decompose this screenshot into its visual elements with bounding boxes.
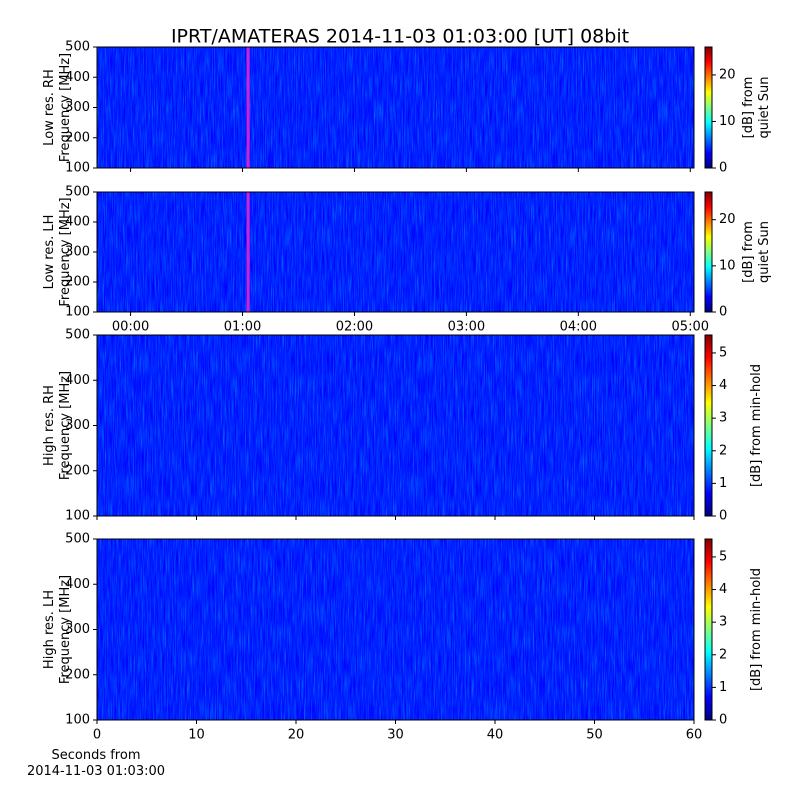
x-axis-label: Seconds from 2014-11-03 01:03:00: [27, 748, 165, 779]
y-axis-label: High res. LHFrequency [MHz]: [42, 575, 73, 684]
y-tick-label: 400: [65, 577, 90, 592]
colorbar: [704, 538, 713, 721]
y-tick-label: 400: [65, 215, 90, 230]
y-axis-label-line: Frequency [MHz]: [58, 53, 73, 162]
plot-texture: [97, 47, 694, 168]
y-axis-label: Low res. LHFrequency [MHz]: [42, 197, 73, 306]
x-tick-label: 03:00: [448, 320, 485, 335]
chart-title: IPRT/AMATERAS 2014-11-03 01:03:00 [UT] 0…: [171, 26, 629, 48]
colorbar-tick-label: 2: [719, 443, 727, 458]
y-axis-label-line: Frequency [MHz]: [58, 197, 73, 306]
colorbar: [704, 191, 713, 313]
colorbar-tick-label: 3: [719, 615, 727, 630]
x-tick-label: 00:00: [112, 320, 149, 335]
y-axis-label-line: Frequency [MHz]: [58, 371, 73, 480]
colorbar-tick-label: 5: [719, 345, 727, 360]
y-tick-label: 300: [65, 245, 90, 260]
colorbar-tick-label: 2: [719, 647, 727, 662]
plot-texture: [97, 335, 694, 516]
colorbar-tick-label: 1: [719, 680, 727, 695]
colorbar-tick-label: 20: [719, 212, 736, 227]
y-axis-label: High res. RHFrequency [MHz]: [42, 371, 73, 480]
y-axis-label-line: Low res. LH: [42, 215, 57, 290]
colorbar-tick-label: 0: [719, 713, 727, 728]
y-tick-label: 400: [65, 70, 90, 85]
y-axis-label-line: Frequency [MHz]: [58, 575, 73, 684]
colorbar-label-line: [dB] from min-hold: [749, 568, 764, 691]
x-tick-label: 04:00: [560, 320, 597, 335]
y-tick-label: 400: [65, 373, 90, 388]
y-tick-label: 200: [65, 275, 90, 290]
y-tick-label: 500: [65, 532, 90, 547]
y-tick-label: 300: [65, 418, 90, 433]
plot-texture: [97, 539, 694, 720]
y-tick-label: 500: [65, 328, 90, 343]
x-axis-label-line: 2014-11-03 01:03:00: [27, 764, 165, 779]
y-tick-label: 100: [65, 305, 90, 320]
y-axis-label-line: High res. LH: [42, 590, 57, 669]
plot-texture: [97, 192, 694, 312]
y-tick-label: 200: [65, 463, 90, 478]
colorbar-label-line: [dB] from min-hold: [749, 364, 764, 487]
y-tick-label: 300: [65, 100, 90, 115]
colorbar: [704, 334, 713, 517]
y-axis-label-line: Low res. RH: [42, 69, 57, 146]
x-tick-label: 40: [487, 728, 504, 743]
colorbar-tick-label: 0: [719, 161, 727, 176]
y-tick-label: 100: [65, 713, 90, 728]
colorbar-label: [dB] fromquiet Sun: [741, 76, 772, 138]
colorbar-tick-label: 1: [719, 476, 727, 491]
colorbar: [704, 46, 713, 169]
colorbar-tick-label: 10: [719, 114, 736, 129]
colorbar-tick-label: 20: [719, 67, 736, 82]
y-axis-label: Low res. RHFrequency [MHz]: [42, 53, 73, 162]
y-tick-label: 500: [65, 40, 90, 55]
colorbar-tick-label: 5: [719, 549, 727, 564]
x-tick-label: 0: [93, 728, 101, 743]
x-tick-label: 01:00: [224, 320, 261, 335]
colorbar-tick-label: 4: [719, 378, 727, 393]
colorbar-label-line: quiet Sun: [757, 76, 772, 138]
colorbar-label: [dB] from min-hold: [749, 568, 764, 691]
colorbar-tick-label: 0: [719, 305, 727, 320]
y-tick-label: 100: [65, 509, 90, 524]
x-tick-label: 05:00: [672, 320, 709, 335]
y-tick-label: 200: [65, 130, 90, 145]
colorbar-tick-label: 3: [719, 411, 727, 426]
colorbar-label-line: [dB] from: [741, 77, 756, 139]
colorbar-label: [dB] from min-hold: [749, 364, 764, 487]
x-tick-label: 50: [586, 728, 603, 743]
y-tick-label: 200: [65, 667, 90, 682]
colorbar-tick-label: 10: [719, 258, 736, 273]
y-tick-label: 100: [65, 161, 90, 176]
x-axis-label-line: Seconds from: [51, 748, 140, 763]
colorbar-tick-label: 0: [719, 509, 727, 524]
y-axis-label-line: High res. RH: [42, 385, 57, 466]
colorbar-label: [dB] fromquiet Sun: [741, 221, 772, 283]
colorbar-label-line: quiet Sun: [757, 221, 772, 283]
x-tick-label: 02:00: [336, 320, 373, 335]
x-tick-label: 30: [387, 728, 404, 743]
colorbar-label-line: [dB] from: [741, 221, 756, 283]
y-tick-label: 500: [65, 185, 90, 200]
y-tick-label: 300: [65, 622, 90, 637]
x-tick-label: 20: [288, 728, 305, 743]
x-tick-label: 60: [686, 728, 703, 743]
colorbar-tick-label: 4: [719, 582, 727, 597]
x-tick-label: 10: [188, 728, 205, 743]
